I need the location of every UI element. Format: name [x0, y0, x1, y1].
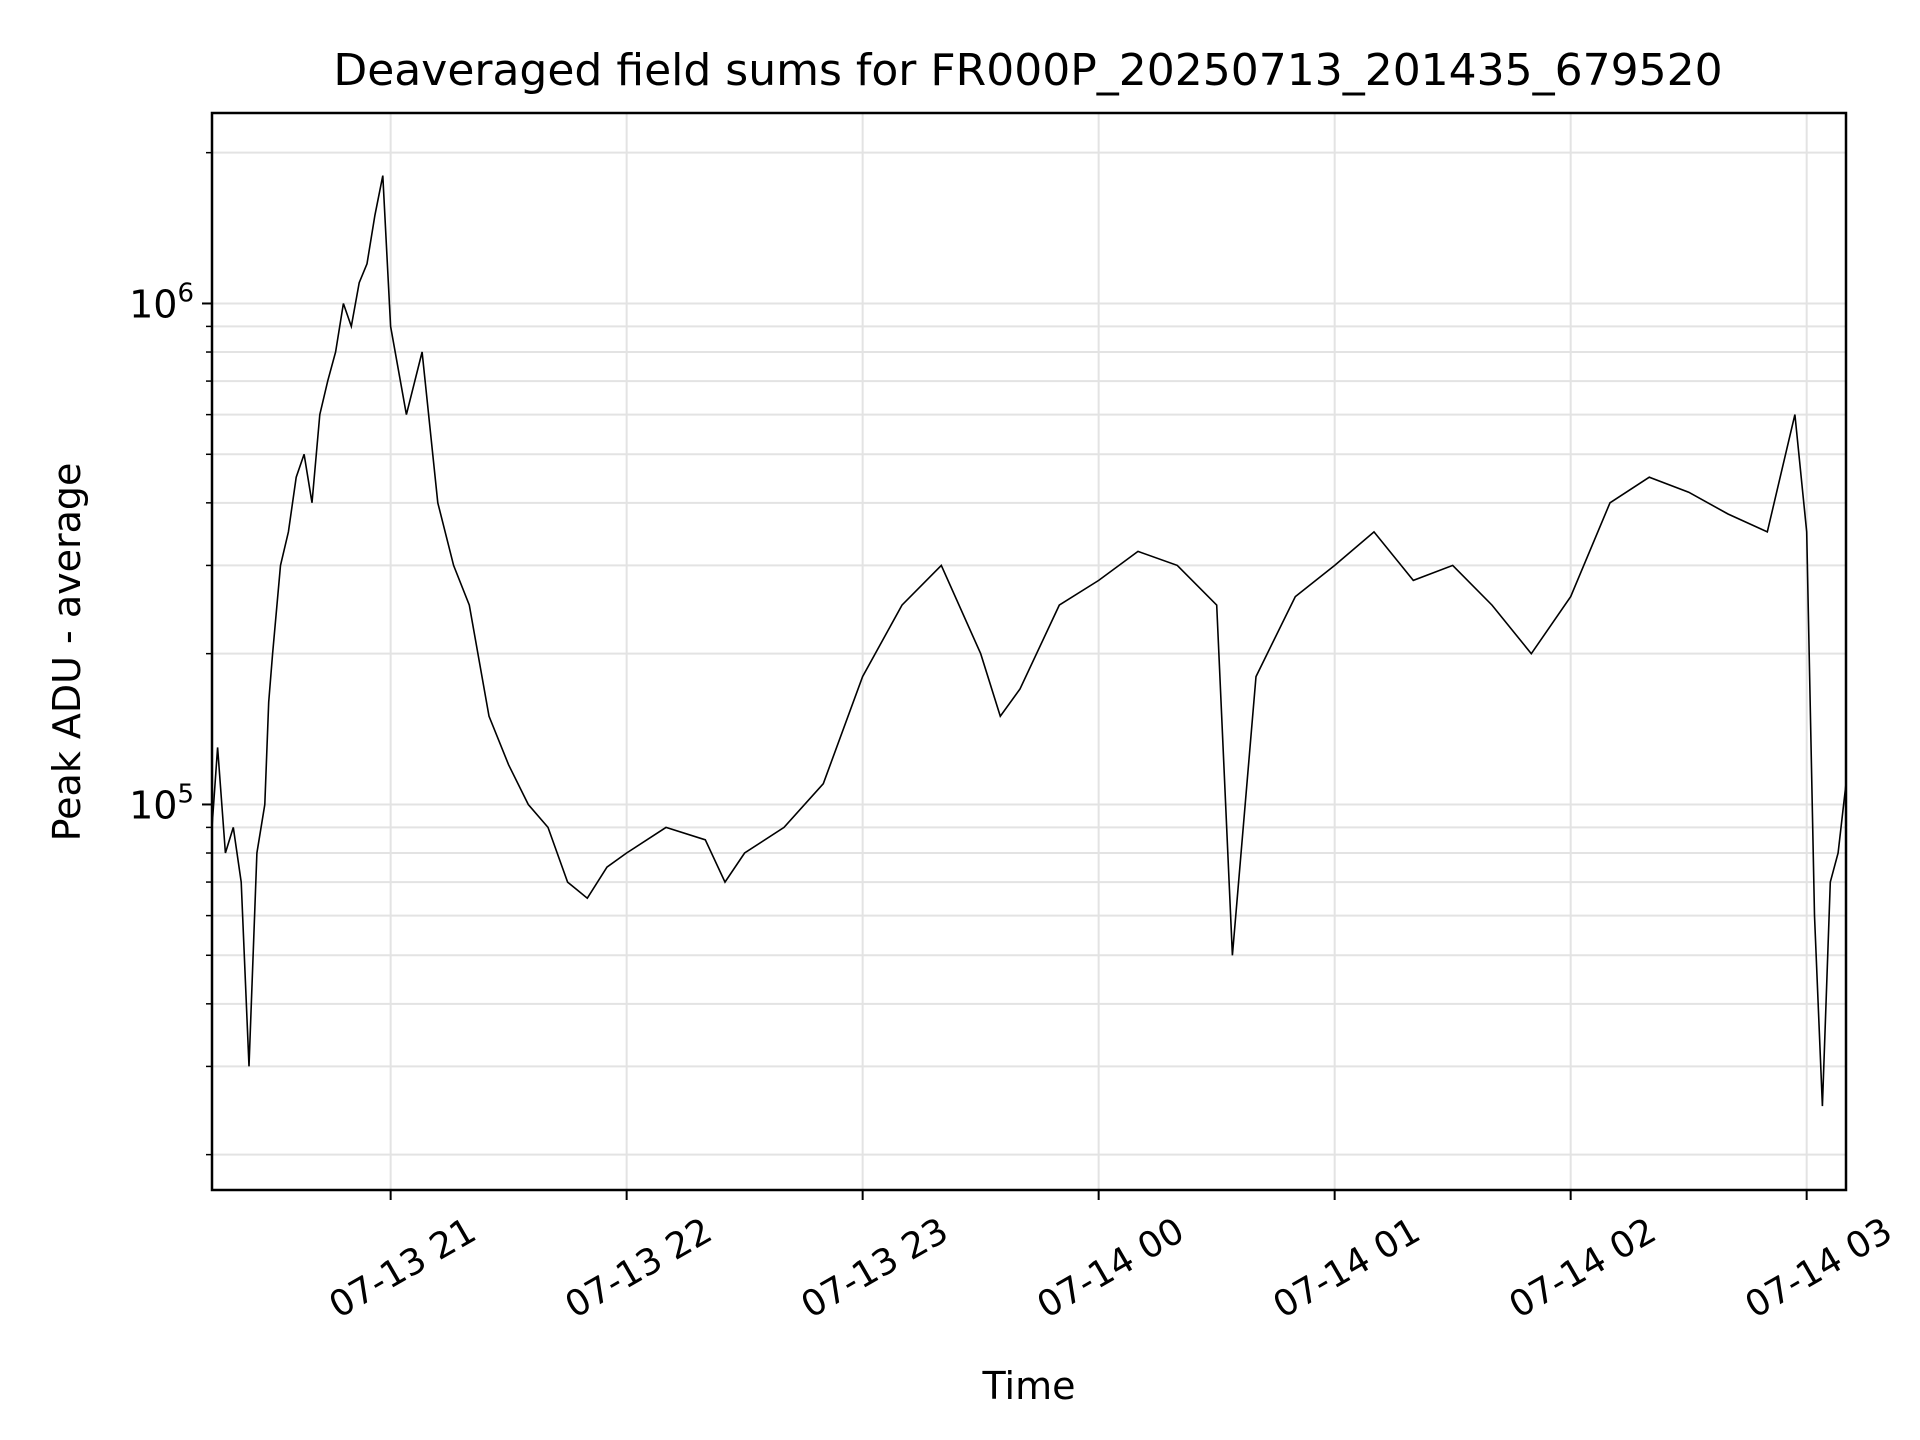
y-tick-exponent: 6	[177, 278, 194, 308]
plot-frame	[210, 111, 1848, 1192]
x-axis-label: Time	[982, 1364, 1076, 1408]
chart-title: Deaveraged field sums for FR000P_2025071…	[333, 45, 1722, 96]
y-tick-base: 10	[129, 282, 177, 326]
y-tick-label: 105	[129, 779, 194, 827]
y-axis-label: Peak ADU - average	[45, 463, 89, 842]
plot-background	[212, 113, 1846, 1190]
y-tick-exponent: 5	[177, 779, 194, 809]
grid-layer	[212, 113, 1846, 1190]
y-tick-label: 106	[129, 278, 194, 326]
y-tick-base: 10	[129, 783, 177, 827]
series-line	[211, 175, 1847, 1107]
